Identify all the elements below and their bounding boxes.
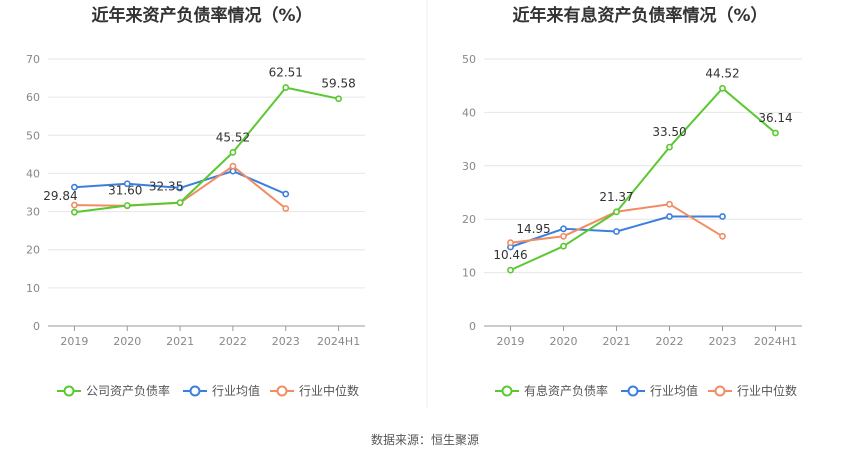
right-y-tick-label: 30 [462, 160, 476, 173]
left-data-label: 45.52 [216, 130, 250, 144]
right-series-company-point [560, 242, 567, 250]
left-x-tick-label: 2019 [60, 335, 88, 348]
left-y-tick-label: 30 [26, 206, 40, 219]
left-series-company-line [74, 86, 339, 214]
right-series-median-point [666, 200, 673, 208]
left-series-company-point [335, 95, 342, 103]
right-legend-marker [714, 385, 726, 397]
right-series-median-point [507, 239, 514, 247]
left-chart: 0 10 20 30 40 50 60 70 2019 2020 2021 2022 2023 2024H… [26, 53, 365, 398]
right-series-median-point [719, 232, 726, 240]
right-y-tick-label: 0 [469, 320, 476, 333]
right-x-tick-label: 2023 [709, 335, 737, 348]
left-x-tick-label: 2024H1 [317, 335, 360, 348]
left-series-avg-point [123, 180, 131, 188]
left-series-median-point [282, 205, 290, 212]
right-data-label: 14.95 [516, 222, 550, 236]
left-legend-label: 行业中位数 [299, 383, 359, 398]
left-y-tick-label: 10 [26, 282, 40, 295]
right-series-company-point [613, 208, 620, 216]
left-series-median-point [229, 162, 237, 170]
left-x-tick-label: 2020 [113, 335, 141, 348]
left-y-tick-label: 20 [26, 244, 40, 257]
right-y-tick-label: 50 [462, 53, 476, 66]
left-series-median-point [71, 201, 78, 209]
right-series-company-point [666, 143, 673, 151]
left-series-company-point [71, 208, 78, 216]
right-data-label: 44.52 [705, 66, 739, 80]
right-series-median-point [560, 232, 567, 240]
right-x-tick-label: 2024H1 [754, 335, 797, 348]
right-data-label: 10.46 [493, 248, 527, 262]
right-series-avg-point [719, 213, 726, 220]
left-series-avg-point [282, 190, 290, 198]
left-chart-title: 近年来资产负债率情况（%） [91, 5, 312, 26]
right-legend-label: 行业中位数 [737, 383, 797, 398]
left-y-tick-label: 50 [26, 129, 40, 142]
right-legend-marker [627, 385, 639, 397]
left-series-company-point [282, 84, 290, 91]
right-series-company-point [507, 266, 514, 274]
left-series-company-point [176, 199, 184, 207]
right-series-company-point [719, 84, 726, 92]
left-data-label: 32.35 [149, 180, 183, 194]
right-series-company-line [510, 87, 777, 272]
left-data-label: 62.51 [269, 66, 303, 80]
right-legend-label: 行业均值 [650, 383, 698, 398]
right-y-tick-label: 10 [462, 267, 476, 280]
right-data-label: 36.14 [758, 111, 792, 125]
right-chart: 0 10 20 30 40 50 2019 2020 2021 2022 2023 2024H1 10.… [462, 53, 802, 398]
right-y-tick-label: 20 [462, 213, 476, 226]
right-series-avg-point [613, 228, 620, 235]
right-x-tick-label: 2020 [550, 335, 578, 348]
right-legend-marker [501, 385, 513, 397]
left-x-tick-label: 2023 [272, 335, 300, 348]
source-note: 数据来源：恒生聚源 [371, 432, 479, 447]
left-legend-label: 行业均值 [212, 383, 260, 398]
right-legend-label: 有息资产负债率 [524, 383, 608, 398]
left-data-label: 29.84 [43, 189, 77, 203]
left-series-avg-point [176, 184, 184, 192]
right-x-tick-label: 2019 [497, 335, 525, 348]
left-y-tick-label: 40 [26, 167, 40, 180]
right-y-tick-label: 40 [462, 106, 476, 119]
left-y-tick-label: 70 [26, 53, 40, 66]
left-series-avg-point [71, 183, 78, 191]
left-x-tick-label: 2022 [219, 335, 247, 348]
left-data-label: 59.58 [321, 77, 355, 91]
right-x-tick-label: 2021 [603, 335, 631, 348]
left-legend-marker [276, 385, 288, 397]
left-legend-marker [63, 385, 75, 397]
right-data-label: 21.37 [599, 190, 633, 204]
left-series-company-point [123, 202, 131, 209]
right-data-label: 33.50 [652, 125, 686, 139]
left-x-tick-label: 2021 [166, 335, 194, 348]
right-chart-title: 近年来有息资产负债率情况（%） [512, 5, 767, 26]
right-series-avg-point [666, 213, 673, 220]
left-series-company-point [229, 148, 237, 156]
left-y-tick-label: 60 [26, 91, 40, 104]
left-y-tick-label: 0 [33, 320, 40, 333]
right-series-avg-point [560, 225, 567, 233]
right-x-tick-label: 2022 [656, 335, 684, 348]
right-series-company-point [772, 129, 779, 137]
left-legend-label: 公司资产负债率 [86, 383, 170, 398]
left-legend-marker [189, 385, 201, 397]
left-data-label: 31.60 [108, 183, 142, 197]
